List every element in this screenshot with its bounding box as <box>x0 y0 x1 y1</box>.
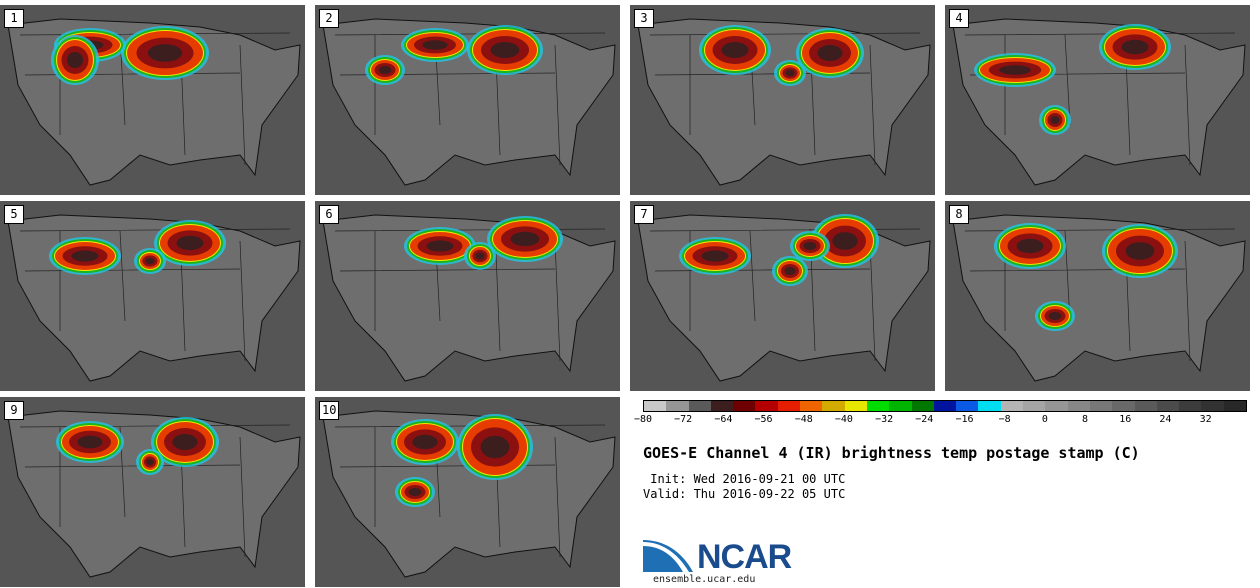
ir-map-3 <box>630 5 935 195</box>
panel-1: 1 <box>0 5 305 195</box>
colorbar-tick: −80 <box>633 414 653 425</box>
valid-time: Valid: Thu 2016-09-22 05 UTC <box>643 487 846 501</box>
figure-title: GOES-E Channel 4 (IR) brightness temp po… <box>643 444 1140 462</box>
panel-label: 2 <box>319 9 339 28</box>
panel-2: 2 <box>315 5 620 195</box>
colorbar-segment <box>844 401 867 411</box>
colorbar-tick: −56 <box>754 414 773 425</box>
colorbar-segment <box>1089 401 1113 411</box>
colorbar-tick: −48 <box>794 414 813 425</box>
panel-9: 9 <box>0 397 305 587</box>
ir-map-9 <box>0 397 305 587</box>
colorbar-segment <box>978 401 1001 411</box>
colorbar-tick: 32 <box>1199 414 1212 425</box>
colorbar-tick: −72 <box>674 414 693 425</box>
colorbar-segment <box>733 401 756 411</box>
colorbar-segment <box>1000 401 1024 411</box>
colorbar-segment <box>956 401 979 411</box>
panel-label: 1 <box>4 9 24 28</box>
colorbar-segment <box>911 401 934 411</box>
ir-map-10 <box>315 397 620 587</box>
colorbar-segment <box>1223 401 1247 411</box>
colorbar-tick: 0 <box>1041 414 1048 425</box>
colorbar-tick: −24 <box>915 414 934 425</box>
colorbar-tick: 24 <box>1159 414 1172 425</box>
colorbar-segment <box>777 401 801 411</box>
ir-map-2 <box>315 5 620 195</box>
ir-map-7 <box>630 201 935 391</box>
panel-label: 7 <box>634 205 654 224</box>
colorbar-segment <box>710 401 734 411</box>
colorbar-segment <box>1067 401 1090 411</box>
ir-map-8 <box>945 201 1250 391</box>
colorbar-segment <box>1045 401 1068 411</box>
init-time: Init: Wed 2016-09-21 00 UTC <box>643 472 846 486</box>
colorbar-segment <box>1201 401 1224 411</box>
ir-map-6 <box>315 201 620 391</box>
panel-label: 4 <box>949 9 969 28</box>
ir-map-1 <box>0 5 305 195</box>
ncar-logo-text: NCAR <box>697 538 792 576</box>
panel-3: 3 <box>630 5 935 195</box>
colorbar-segment <box>866 401 890 411</box>
colorbar-segment <box>1179 401 1202 411</box>
panel-7: 7 <box>630 201 935 391</box>
panel-4: 4 <box>945 5 1250 195</box>
colorbar <box>643 400 1247 412</box>
colorbar-segment <box>644 401 667 411</box>
colorbar-tick: −16 <box>955 414 974 425</box>
colorbar-tick: −40 <box>834 414 853 425</box>
colorbar-segment <box>1112 401 1135 411</box>
panel-label: 5 <box>4 205 24 224</box>
colorbar-tick: −32 <box>875 414 894 425</box>
panel-6: 6 <box>315 201 620 391</box>
colorbar-tick: 8 <box>1082 414 1089 425</box>
colorbar-segment <box>889 401 912 411</box>
colorbar-tick: −8 <box>998 414 1011 425</box>
panel-5: 5 <box>0 201 305 391</box>
ir-map-4 <box>945 5 1250 195</box>
colorbar-segment <box>1156 401 1180 411</box>
colorbar-segment <box>800 401 823 411</box>
colorbar-segment <box>666 401 689 411</box>
colorbar-tick: 16 <box>1119 414 1132 425</box>
panel-label: 6 <box>319 205 339 224</box>
panel-label: 10 <box>319 401 340 420</box>
colorbar-segment <box>1134 401 1157 411</box>
colorbar-tick: −64 <box>714 414 733 425</box>
panel-8: 8 <box>945 201 1250 391</box>
panel-label: 9 <box>4 401 24 420</box>
panel-label: 3 <box>634 9 654 28</box>
colorbar-ticks: −80 −72 −64 −56 −48 −40 −32 −24 −16 −8 0 8 16 24 32 <box>634 414 1247 428</box>
colorbar-segment <box>933 401 957 411</box>
colorbar-segment <box>1023 401 1046 411</box>
ir-map-5 <box>0 201 305 391</box>
site-url: ensemble.ucar.edu <box>653 574 756 585</box>
panel-10: 10 <box>315 397 620 587</box>
colorbar-segment <box>822 401 845 411</box>
panel-label: 8 <box>949 205 969 224</box>
ncar-logo-icon <box>643 540 693 572</box>
colorbar-segment <box>688 401 711 411</box>
colorbar-segment <box>755 401 778 411</box>
